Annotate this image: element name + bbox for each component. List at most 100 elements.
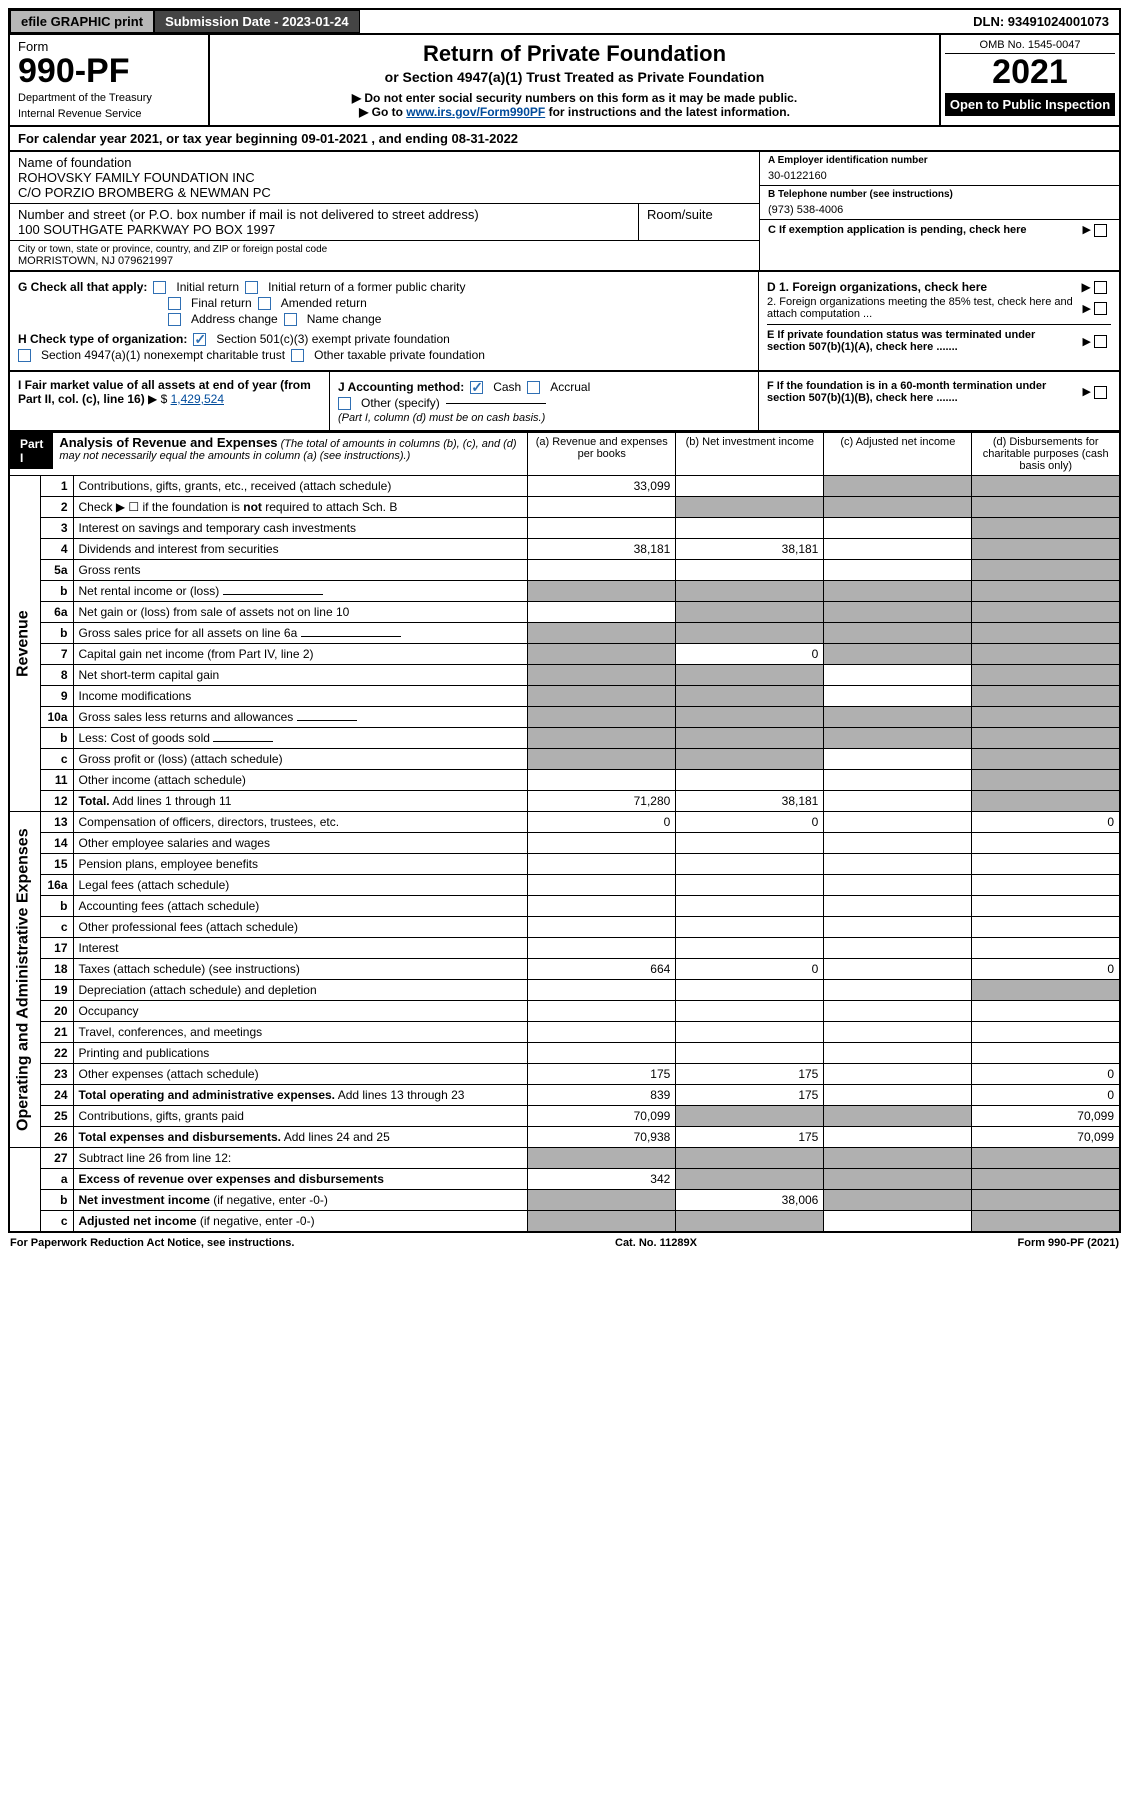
line-description: Less: Cost of goods sold: [73, 728, 528, 749]
section-side-label: Revenue: [9, 476, 40, 812]
d2-checkbox[interactable]: [1094, 302, 1107, 315]
501c3-checkbox[interactable]: [193, 333, 206, 346]
amount-cell: 33,099: [528, 476, 676, 497]
h-label: H Check type of organization:: [18, 332, 187, 346]
amount-cell: [676, 686, 824, 707]
instr2-pre: ▶ Go to: [359, 105, 406, 119]
table-row: 15Pension plans, employee benefits: [9, 854, 1120, 875]
amount-cell: [972, 560, 1120, 581]
line-number: 10a: [40, 707, 73, 728]
phone-label: B Telephone number (see instructions): [768, 189, 1111, 200]
amount-cell: [824, 1190, 972, 1211]
amount-cell: 175: [676, 1085, 824, 1106]
line-number: 19: [40, 980, 73, 1001]
cal-year-mid: , and ending: [371, 131, 451, 146]
line-number: 22: [40, 1043, 73, 1064]
amount-cell: 0: [528, 812, 676, 833]
amount-cell: [676, 770, 824, 791]
line-number: 2: [40, 497, 73, 518]
f-checkbox[interactable]: [1094, 386, 1107, 399]
foundation-name-label: Name of foundation: [18, 155, 751, 170]
c-exemption-checkbox[interactable]: [1094, 224, 1107, 237]
amount-cell: 175: [676, 1127, 824, 1148]
table-row: 8Net short-term capital gain: [9, 665, 1120, 686]
form-instruction-1: ▶ Do not enter social security numbers o…: [222, 91, 927, 105]
amount-cell: [824, 1211, 972, 1233]
amount-cell: [676, 665, 824, 686]
tax-year: 2021: [945, 54, 1115, 91]
phone-value: (973) 538-4006: [768, 204, 1111, 216]
instr2-post: for instructions and the latest informat…: [545, 105, 790, 119]
line-number: b: [40, 623, 73, 644]
cash-checkbox[interactable]: [470, 381, 483, 394]
e-checkbox[interactable]: [1094, 335, 1107, 348]
c-exemption-label: C If exemption application is pending, c…: [768, 224, 1027, 236]
amount-cell: [676, 518, 824, 539]
amount-cell: [824, 1043, 972, 1064]
amount-cell: 38,181: [676, 791, 824, 812]
table-row: cAdjusted net income (if negative, enter…: [9, 1211, 1120, 1233]
d1-label: D 1. Foreign organizations, check here: [767, 280, 987, 294]
amount-cell: 0: [972, 959, 1120, 980]
other-specify-checkbox[interactable]: [338, 397, 351, 410]
name-change-checkbox[interactable]: [284, 313, 297, 326]
amount-cell: [676, 749, 824, 770]
table-row: bLess: Cost of goods sold: [9, 728, 1120, 749]
amount-cell: [972, 1211, 1120, 1233]
address-label: Number and street (or P.O. box number if…: [18, 207, 630, 222]
amount-cell: [824, 917, 972, 938]
final-return-checkbox[interactable]: [168, 297, 181, 310]
ijf-block: I Fair market value of all assets at end…: [8, 372, 1121, 432]
amount-cell: [972, 749, 1120, 770]
city-label: City or town, state or province, country…: [18, 244, 751, 255]
amount-cell: [824, 1169, 972, 1190]
col-d-header: (d) Disbursements for charitable purpose…: [972, 433, 1120, 476]
line-number: 7: [40, 644, 73, 665]
4947a1-checkbox[interactable]: [18, 349, 31, 362]
amount-cell: [972, 581, 1120, 602]
g1-label: Initial return: [176, 280, 239, 294]
efile-print-button[interactable]: efile GRAPHIC print: [10, 10, 154, 33]
form-instructions-link[interactable]: www.irs.gov/Form990PF: [406, 105, 545, 119]
amount-cell: 0: [972, 812, 1120, 833]
line-description: Subtract line 26 from line 12:: [73, 1148, 528, 1169]
amount-cell: [972, 539, 1120, 560]
foundation-name-1: ROHOVSKY FAMILY FOUNDATION INC: [18, 170, 751, 185]
line-number: 18: [40, 959, 73, 980]
ein-label: A Employer identification number: [768, 155, 1111, 166]
amount-cell: [972, 917, 1120, 938]
h2-label: Section 4947(a)(1) nonexempt charitable …: [41, 348, 285, 362]
line-number: 16a: [40, 875, 73, 896]
page-footer: For Paperwork Reduction Act Notice, see …: [8, 1233, 1121, 1253]
line-description: Taxes (attach schedule) (see instruction…: [73, 959, 528, 980]
amount-cell: [972, 665, 1120, 686]
amount-cell: 839: [528, 1085, 676, 1106]
table-row: 6aNet gain or (loss) from sale of assets…: [9, 602, 1120, 623]
table-row: cGross profit or (loss) (attach schedule…: [9, 749, 1120, 770]
i-fmv-link[interactable]: 1,429,524: [171, 392, 224, 406]
line-number: 11: [40, 770, 73, 791]
line-description: Occupancy: [73, 1001, 528, 1022]
form-instruction-2: ▶ Go to www.irs.gov/Form990PF for instru…: [222, 105, 927, 119]
amount-cell: [676, 980, 824, 1001]
amount-cell: [528, 581, 676, 602]
table-row: 12Total. Add lines 1 through 1171,28038,…: [9, 791, 1120, 812]
form-header: Form 990-PF Department of the Treasury I…: [8, 35, 1121, 127]
line-description: Net short-term capital gain: [73, 665, 528, 686]
initial-return-former-checkbox[interactable]: [245, 281, 258, 294]
table-row: 4Dividends and interest from securities3…: [9, 539, 1120, 560]
line-description: Excess of revenue over expenses and disb…: [73, 1169, 528, 1190]
other-taxable-checkbox[interactable]: [291, 349, 304, 362]
h3-label: Other taxable private foundation: [314, 348, 485, 362]
amount-cell: [676, 1106, 824, 1127]
d1-checkbox[interactable]: [1094, 281, 1107, 294]
table-row: 20Occupancy: [9, 1001, 1120, 1022]
amended-return-checkbox[interactable]: [258, 297, 271, 310]
line-number: c: [40, 917, 73, 938]
amount-cell: [676, 1148, 824, 1169]
amount-cell: [972, 770, 1120, 791]
accrual-checkbox[interactable]: [527, 381, 540, 394]
address-change-checkbox[interactable]: [168, 313, 181, 326]
part1-table: Part I Analysis of Revenue and Expenses …: [8, 432, 1121, 1233]
initial-return-checkbox[interactable]: [153, 281, 166, 294]
